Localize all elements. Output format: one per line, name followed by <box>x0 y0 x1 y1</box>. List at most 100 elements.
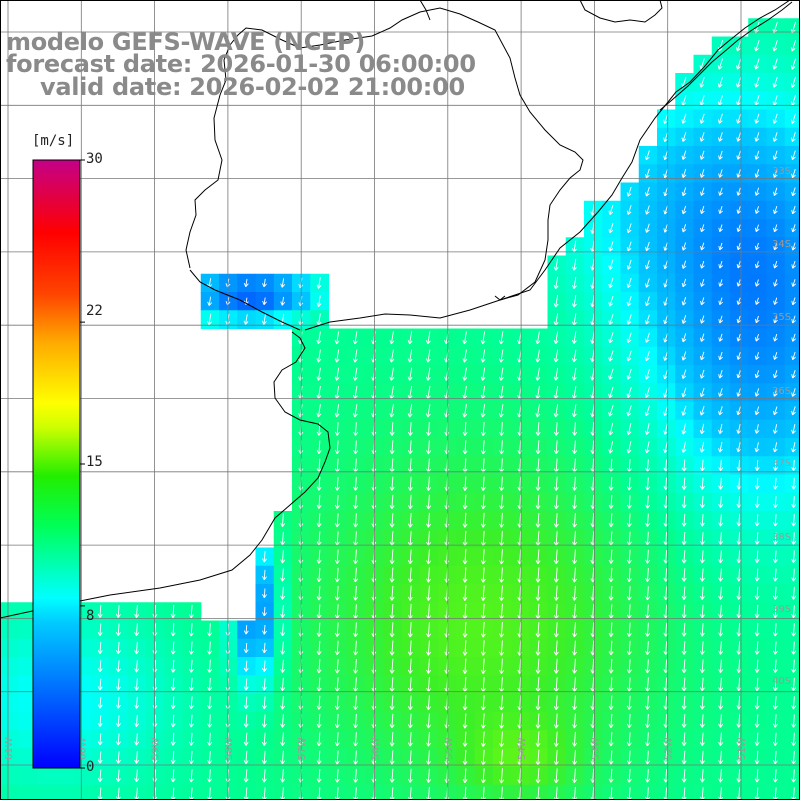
wind-speed-cell <box>54 784 74 800</box>
arrow-icon <box>280 531 286 546</box>
arrow-icon <box>334 659 340 674</box>
arrow-icon <box>718 370 723 379</box>
longitude-label: 51W <box>737 737 748 760</box>
arrow-icon <box>97 605 103 618</box>
longitude-label: 59W <box>151 737 162 760</box>
arrow-icon <box>426 658 432 674</box>
arrow-icon <box>499 549 505 565</box>
arrow-icon <box>389 585 395 601</box>
arrow-icon <box>553 513 559 528</box>
arrow-icon <box>663 113 669 124</box>
arrow-icon <box>316 331 322 345</box>
arrow-icon <box>699 495 705 509</box>
arrow-icon <box>480 512 486 528</box>
arrow-icon <box>699 441 705 453</box>
arrow-icon <box>334 622 340 637</box>
wind-speed-cell <box>784 200 800 220</box>
arrow-icon <box>717 113 723 124</box>
arrow-icon <box>353 640 359 656</box>
arrow-icon <box>572 549 578 565</box>
arrow-icon <box>645 168 650 179</box>
wind-speed-cell <box>784 237 800 257</box>
arrow-icon <box>608 604 614 619</box>
arrow-icon <box>681 278 687 288</box>
arrow-icon <box>681 568 687 582</box>
arrow-icon <box>645 459 651 472</box>
arrow-icon <box>480 331 486 345</box>
arrow-icon <box>645 278 650 288</box>
arrow-icon <box>608 314 614 325</box>
arrow-icon <box>754 132 760 142</box>
arrow-icon <box>462 622 468 638</box>
arrow-icon <box>243 642 249 654</box>
arrow-icon <box>663 369 669 380</box>
arrow-icon <box>316 513 322 528</box>
arrow-icon <box>645 223 650 233</box>
arrow-icon <box>773 315 778 324</box>
arrow-icon <box>644 387 650 398</box>
arrow-icon <box>535 367 541 381</box>
arrow-icon <box>754 406 760 416</box>
arrow-icon <box>736 568 742 582</box>
arrow-icon <box>772 132 778 142</box>
arrow-icon <box>389 422 395 436</box>
wind-speed-cell <box>784 529 800 549</box>
arrow-icon <box>572 640 578 656</box>
arrow-icon <box>736 604 742 619</box>
arrow-icon <box>353 567 359 583</box>
arrow-icon <box>718 315 724 324</box>
arrow-icon <box>736 315 742 324</box>
arrow-icon <box>608 422 614 436</box>
arrow-icon <box>626 405 632 417</box>
arrow-icon <box>700 224 705 233</box>
wind-speed-cell <box>0 730 19 749</box>
arrow-icon <box>645 549 651 564</box>
arrow-icon <box>754 169 760 178</box>
arrow-icon <box>791 514 797 527</box>
arrow-icon <box>170 604 176 619</box>
arrow-icon <box>718 568 724 582</box>
arrow-icon <box>700 279 705 287</box>
arrow-icon <box>462 331 468 345</box>
arrow-icon <box>718 187 723 196</box>
arrow-icon <box>572 440 578 455</box>
arrow-icon <box>316 349 322 363</box>
arrow-icon <box>352 349 358 363</box>
arrow-icon <box>773 224 778 233</box>
arrow-icon <box>663 260 669 270</box>
arrow-icon <box>663 405 669 416</box>
arrow-icon <box>316 295 322 307</box>
arrow-icon <box>608 368 614 380</box>
arrow-icon <box>791 132 796 142</box>
arrow-icon <box>115 660 121 673</box>
arrow-icon <box>316 640 322 656</box>
arrow-icon <box>535 404 541 418</box>
arrow-icon <box>681 495 687 509</box>
arrow-icon <box>626 259 632 270</box>
arrow-icon <box>353 604 359 619</box>
arrow-icon <box>480 349 486 363</box>
arrow-icon <box>699 550 705 564</box>
arrow-icon <box>754 315 760 324</box>
latitude-label: 38S <box>772 532 791 543</box>
arrow-icon <box>334 513 340 528</box>
arrow-icon <box>353 513 359 528</box>
arrow-icon <box>681 586 687 601</box>
arrow-icon <box>645 640 651 656</box>
arrow-icon <box>791 586 797 600</box>
arrow-icon <box>608 332 614 344</box>
wind-speed-cell <box>784 547 800 567</box>
arrow-icon <box>334 476 340 491</box>
wind-speed-cell <box>0 638 19 658</box>
arrow-icon <box>773 478 778 490</box>
arrow-icon <box>790 113 796 124</box>
arrow-icon <box>663 223 669 233</box>
arrow-icon <box>663 441 668 454</box>
arrow-icon <box>426 567 432 583</box>
arrow-icon <box>572 622 578 638</box>
arrow-icon <box>316 404 322 418</box>
arrow-icon <box>645 314 650 325</box>
arrow-icon <box>499 476 505 491</box>
arrow-icon <box>407 349 413 363</box>
wind-speed-cell <box>18 784 38 800</box>
